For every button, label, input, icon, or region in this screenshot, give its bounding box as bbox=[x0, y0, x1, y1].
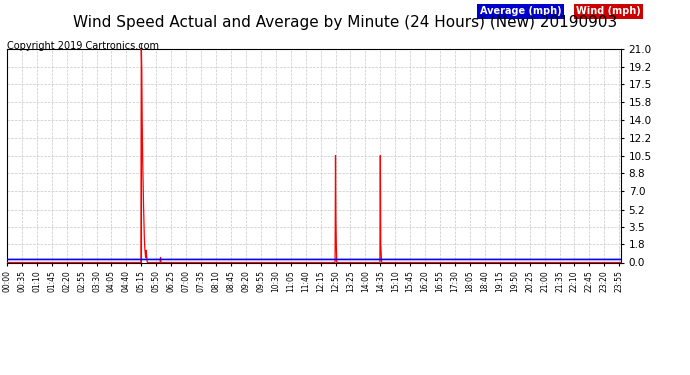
Text: Wind (mph): Wind (mph) bbox=[576, 6, 641, 16]
Text: Wind Speed Actual and Average by Minute (24 Hours) (New) 20190903: Wind Speed Actual and Average by Minute … bbox=[73, 15, 617, 30]
Text: Copyright 2019 Cartronics.com: Copyright 2019 Cartronics.com bbox=[7, 41, 159, 51]
Text: Average (mph): Average (mph) bbox=[480, 6, 561, 16]
